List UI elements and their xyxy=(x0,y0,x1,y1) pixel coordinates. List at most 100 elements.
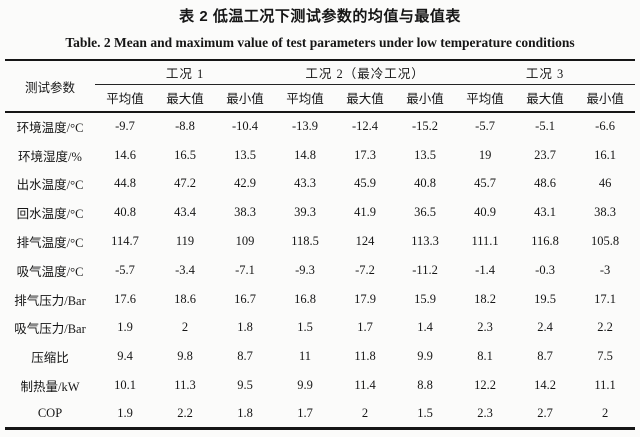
value-cell: 1.4 xyxy=(417,320,433,335)
subheader-row: 平均值 最大值 最小值 平均值 最大值 最小值 平均值 最大值 最小值 xyxy=(5,84,635,112)
value-cell: 18.2 xyxy=(474,291,496,306)
subheader-max-g3: 最大值 xyxy=(526,92,564,107)
value-cell: 10.1 xyxy=(114,378,136,393)
table-row: 环境湿度/% 14.6 16.5 13.5 14.8 17.3 13.5 19 23.7 16.1 xyxy=(5,141,635,170)
value-cell: -11.2 xyxy=(412,262,438,277)
value-cell: 45.9 xyxy=(354,176,376,191)
param-cell: 环境温度/°C xyxy=(16,121,84,136)
value-cell: 18.6 xyxy=(174,291,196,306)
value-cell: 43.4 xyxy=(174,205,196,220)
param-cell: 吸气温度/°C xyxy=(16,264,84,279)
value-cell: 9.9 xyxy=(417,349,433,364)
value-cell: 38.3 xyxy=(594,205,617,220)
param-cell: 出水温度/°C xyxy=(16,178,84,193)
value-cell: -9.3 xyxy=(295,262,315,277)
table-row: 排气压力/Bar 17.6 18.6 16.7 16.8 17.9 15.9 18.2 19.5… xyxy=(5,285,635,314)
value-cell: 2.7 xyxy=(537,406,553,421)
value-cell: 9.5 xyxy=(237,378,253,393)
value-cell: 8.1 xyxy=(477,349,493,364)
value-cell: 16.8 xyxy=(294,291,316,306)
value-cell: -13.9 xyxy=(292,119,319,134)
subheader-max-g1: 最大值 xyxy=(166,92,204,107)
value-cell: 1.9 xyxy=(117,320,133,335)
subheader-mean-g1: 平均值 xyxy=(106,92,144,107)
table-row: 排气温度/°C 114.7 119 109 118.5 124 113.3 111.1 116.… xyxy=(5,227,635,256)
value-cell: -5.7 xyxy=(115,262,135,277)
value-cell: 2.3 xyxy=(477,406,493,421)
value-cell: 2 xyxy=(181,320,189,335)
value-cell: -3.4 xyxy=(175,262,195,277)
value-cell: 1.5 xyxy=(297,320,313,335)
param-cell: 回水温度/°C xyxy=(16,207,84,222)
value-cell: 15.9 xyxy=(414,291,436,306)
value-cell: -5.7 xyxy=(475,119,495,134)
param-cell: COP xyxy=(37,406,63,421)
value-cell: 111.1 xyxy=(471,234,499,249)
table-row: 出水温度/°C 44.8 47.2 42.9 43.3 45.9 40.8 45.7 48.6 4… xyxy=(5,170,635,199)
value-cell: 119 xyxy=(175,234,195,249)
value-cell: 36.5 xyxy=(414,205,436,220)
value-cell: 114.7 xyxy=(111,234,139,249)
value-cell: 41.9 xyxy=(354,205,376,220)
value-cell: 40.9 xyxy=(474,205,496,220)
value-cell: 116.8 xyxy=(531,234,559,249)
value-cell: 43.1 xyxy=(534,205,556,220)
group-header-condition-3: 工况 3 xyxy=(455,60,636,85)
table-row: 制热量/kW 10.1 11.3 9.5 9.9 11.4 8.8 12.2 14.2 11.1 xyxy=(5,371,635,400)
value-cell: 17.1 xyxy=(594,291,617,306)
value-cell: 105.8 xyxy=(591,234,620,249)
value-cell: 2.3 xyxy=(477,320,493,335)
value-cell: 14.8 xyxy=(294,147,316,162)
value-cell: 40.8 xyxy=(114,205,136,220)
value-cell: 2.4 xyxy=(537,320,553,335)
value-cell: 109 xyxy=(235,234,255,249)
value-cell: 47.2 xyxy=(174,176,196,191)
value-cell: 13.5 xyxy=(234,147,256,162)
value-cell: 40.8 xyxy=(414,176,436,191)
value-cell: 9.9 xyxy=(297,378,313,393)
parameters-table: 测试参数 工况 1 工况 2（最冷工况） 工况 3 平均值 最大值 最小值 平均… xyxy=(5,59,636,431)
value-cell: 23.7 xyxy=(534,147,556,162)
param-cell: 制热量/kW xyxy=(20,380,80,395)
value-cell: 2 xyxy=(601,406,609,421)
table-title-en: Table. 2 Mean and maximum value of test … xyxy=(65,35,575,50)
subheader-mean-g2: 平均值 xyxy=(286,92,324,107)
param-cell: 排气压力/Bar xyxy=(14,293,86,308)
value-cell: 45.7 xyxy=(474,176,496,191)
param-cell: 排气温度/°C xyxy=(16,236,84,251)
value-cell: 118.5 xyxy=(291,234,319,249)
value-cell: 1.8 xyxy=(237,406,253,421)
value-cell: 44.8 xyxy=(114,176,136,191)
value-cell: 124 xyxy=(355,234,375,249)
value-cell: 1.9 xyxy=(117,406,133,421)
table-title-zh: 表 2 低温工况下测试参数的均值与最值表 xyxy=(179,8,461,25)
value-cell: 48.6 xyxy=(534,176,556,191)
value-cell: 17.9 xyxy=(354,291,376,306)
table-row: 压缩比 9.4 9.8 8.7 11 11.8 9.9 8.1 8.7 7.5 xyxy=(5,342,635,371)
value-cell: 11.4 xyxy=(354,378,376,393)
value-cell: 8.7 xyxy=(237,349,253,364)
value-cell: 2 xyxy=(361,406,369,421)
value-cell: 42.9 xyxy=(234,176,256,191)
value-cell: 17.3 xyxy=(354,147,376,162)
group-header-condition-1: 工况 1 xyxy=(95,60,276,85)
value-cell: 113.3 xyxy=(411,234,439,249)
value-cell: 39.3 xyxy=(294,205,316,220)
param-cell: 环境湿度/% xyxy=(18,149,82,164)
table-row: 吸气温度/°C -5.7 -3.4 -7.1 -9.3 -7.2 -11.2 -1.4 -0.3… xyxy=(5,256,635,285)
value-cell: 1.8 xyxy=(237,320,253,335)
subheader-min-g1: 最小值 xyxy=(226,92,264,107)
value-cell: -7.1 xyxy=(235,262,255,277)
value-cell: -5.1 xyxy=(535,119,555,134)
table-body: 环境温度/°C -9.7 -8.8 -10.4 -13.9 -12.4 -15.2 -5.7 -… xyxy=(5,112,635,429)
value-cell: 1.7 xyxy=(357,320,373,335)
table-row: 环境温度/°C -9.7 -8.8 -10.4 -13.9 -12.4 -15.2 -5.7 -… xyxy=(5,112,635,141)
value-cell: 1.7 xyxy=(297,406,313,421)
value-cell: 7.5 xyxy=(597,349,613,364)
value-cell: -7.2 xyxy=(355,262,375,277)
value-cell: -10.4 xyxy=(231,119,259,134)
value-cell: 13.5 xyxy=(414,147,436,162)
value-cell: 2.2 xyxy=(177,406,193,421)
value-cell: 11 xyxy=(299,349,312,364)
